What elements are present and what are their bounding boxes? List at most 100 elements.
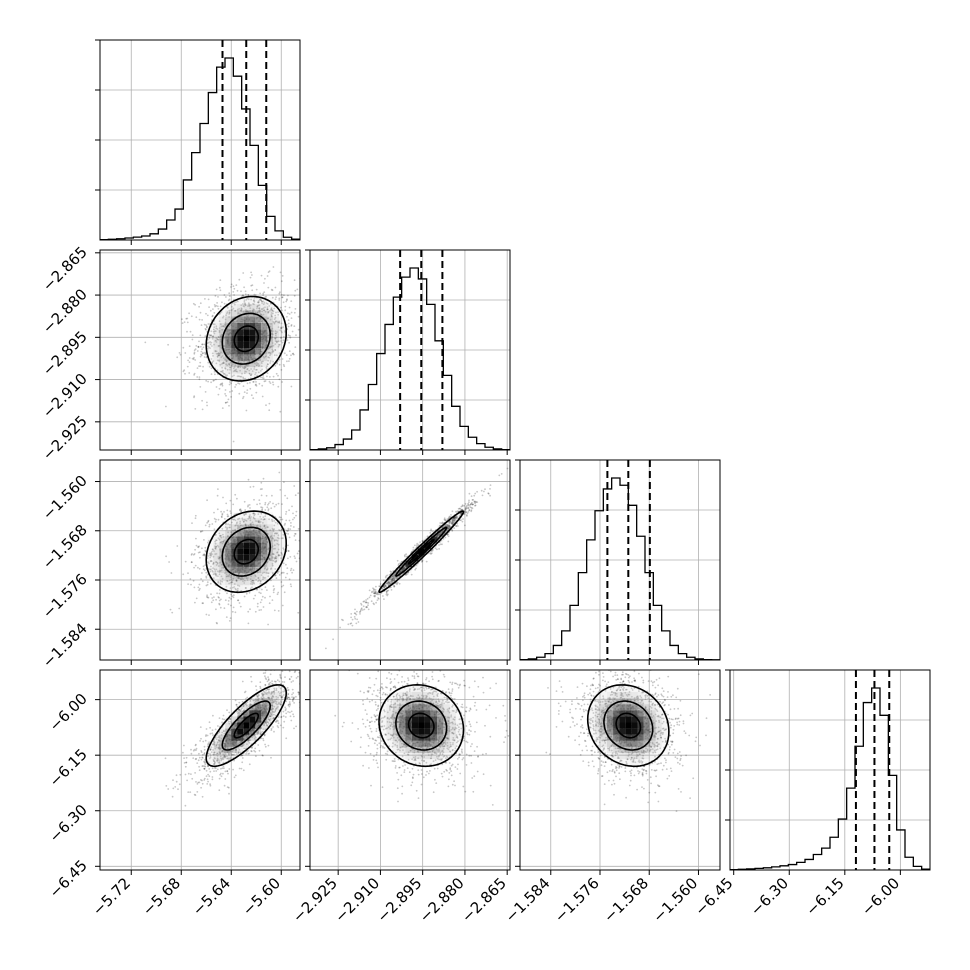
sample-point (278, 378, 281, 381)
sample-point (271, 572, 274, 574)
sample-point (236, 370, 239, 373)
sample-point (205, 379, 208, 382)
sample-point (254, 700, 257, 703)
sample-point (282, 533, 285, 536)
sample-point (278, 554, 281, 557)
sample-point (349, 622, 352, 625)
sample-point (468, 509, 471, 512)
sample-point (279, 518, 282, 521)
sample-point (256, 311, 259, 314)
sample-point (467, 503, 470, 506)
sample-point (285, 529, 288, 532)
sample-point (260, 494, 263, 497)
sample-point (266, 506, 269, 509)
panel-frame (99, 249, 301, 451)
sample-point (258, 521, 261, 524)
sample-point (287, 533, 289, 535)
sample-point (231, 518, 234, 521)
density-cell (249, 585, 256, 592)
density-cell (237, 512, 244, 519)
y-tick-label: −1.568 (39, 521, 91, 573)
density-cell (213, 316, 220, 323)
sample-point (467, 507, 470, 510)
density-cell (237, 524, 244, 531)
sample-point (195, 537, 197, 540)
sample-point (430, 553, 432, 555)
sample-point (203, 569, 206, 572)
sample-point (266, 567, 269, 569)
sample-point (365, 606, 368, 609)
sample-point (294, 533, 297, 535)
density-cell (255, 573, 262, 580)
sample-point (307, 556, 309, 558)
sample-point (277, 340, 280, 343)
sample-point (272, 695, 274, 697)
sample-point (228, 364, 231, 366)
sample-point (280, 337, 282, 340)
sample-point (210, 373, 213, 375)
sample-point (453, 517, 456, 520)
sample-point (257, 304, 260, 307)
sample-point (470, 509, 473, 511)
sample-point (285, 354, 288, 356)
sample-point (228, 363, 231, 365)
sample-point (273, 318, 276, 320)
sample-point (387, 582, 390, 585)
sample-point (199, 355, 202, 358)
sample-point (199, 334, 202, 337)
sample-point (243, 391, 246, 393)
sample-point (243, 367, 246, 370)
sample-point (205, 312, 207, 315)
sample-point (201, 319, 204, 321)
density-cell (273, 536, 280, 543)
density-cell (219, 542, 226, 549)
sample-point (228, 363, 230, 365)
sample-point (276, 539, 279, 542)
sample-point (207, 555, 209, 557)
sample-point (234, 528, 237, 531)
sample-point (194, 548, 197, 551)
sample-point (255, 385, 258, 387)
sample-point (247, 294, 250, 296)
sample-point (270, 308, 272, 311)
sample-point (432, 530, 434, 533)
sample-point (280, 340, 282, 342)
sample-point (250, 284, 253, 287)
sample-point (266, 560, 269, 563)
sample-point (278, 701, 280, 704)
sample-point (286, 530, 289, 533)
sample-point (282, 326, 284, 328)
sample-point (244, 370, 246, 373)
sample-point (229, 381, 231, 383)
density-cell (207, 341, 214, 349)
sample-point (373, 588, 375, 591)
sample-point (220, 356, 223, 359)
sample-point (257, 580, 259, 583)
sample-point (288, 350, 291, 352)
sample-point (271, 345, 273, 348)
sample-point (390, 580, 393, 583)
sample-point (268, 558, 271, 561)
sample-point (241, 517, 244, 520)
sample-point (235, 370, 238, 373)
sample-point (212, 328, 215, 331)
sample-point (250, 394, 253, 397)
sample-point (261, 588, 263, 591)
sample-point (287, 322, 290, 325)
sample-point (444, 519, 447, 522)
sample-point (219, 383, 222, 386)
sample-point (250, 298, 253, 301)
sample-point (258, 609, 261, 611)
sample-point (294, 308, 297, 310)
sample-point (201, 547, 203, 550)
sample-point (229, 510, 232, 512)
y-tick-label: −1.560 (39, 472, 91, 524)
sample-point (282, 335, 285, 338)
sample-point (191, 553, 193, 555)
sample-point (469, 506, 472, 508)
density-cell (237, 335, 244, 342)
sample-point (429, 532, 432, 534)
density-cell (267, 566, 274, 573)
sample-point (214, 573, 217, 575)
sample-point (391, 578, 394, 580)
